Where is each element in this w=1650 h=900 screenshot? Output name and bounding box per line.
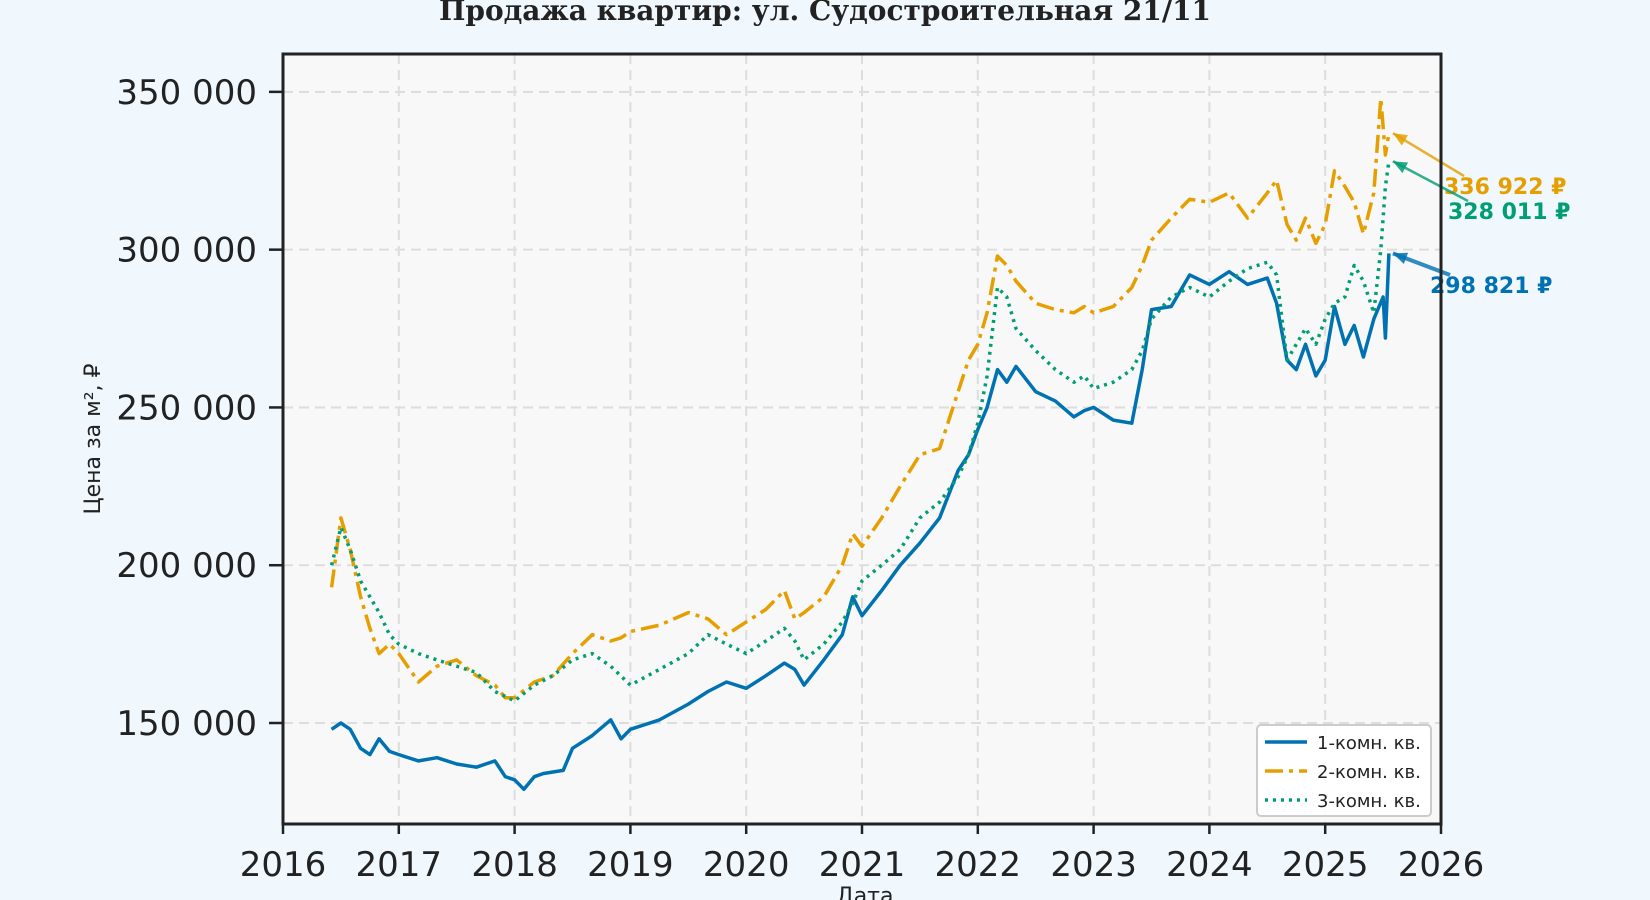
y-tick-label: 150 000 xyxy=(116,704,257,744)
x-tick-label: 2019 xyxy=(587,845,674,885)
y-axis-ticks: 150 000 200 000 250 000 300 000 350 000 xyxy=(116,73,283,744)
annotation-arrowhead xyxy=(1392,252,1409,264)
x-tick-label: 2022 xyxy=(935,845,1022,885)
x-tick-label: 2024 xyxy=(1166,845,1253,885)
legend-box xyxy=(1256,724,1432,817)
series-line-3 xyxy=(329,161,1391,703)
x-tick-label: 2023 xyxy=(1050,845,1137,885)
x-axis-ticks: 2016 2017 2018 2019 2020 2021 2022 2023 2024 2025… xyxy=(240,824,1485,885)
annotation-label: 336 922 ₽ xyxy=(1444,175,1566,200)
y-tick-label: 350 000 xyxy=(116,73,257,113)
annotation-label: 298 821 ₽ xyxy=(1430,274,1552,299)
annotation-arrow xyxy=(1392,160,1469,203)
x-tick-label: 2020 xyxy=(703,845,790,885)
series-group xyxy=(329,96,1391,792)
x-axis-label: Дата xyxy=(837,884,894,900)
y-tick-label: 200 000 xyxy=(116,546,257,586)
y-axis-label: Цена за м², ₽ xyxy=(81,363,106,514)
chart-title: Продажа квартир: ул. Судостроительная 21… xyxy=(439,0,1211,27)
legend-label: 2-комн. кв. xyxy=(1317,762,1421,783)
annotations-group: 336 922 ₽328 011 ₽ 298 821 ₽ xyxy=(1392,132,1570,299)
x-tick-label: 2017 xyxy=(356,845,443,885)
series-line-2 xyxy=(329,96,1391,700)
series-line-1 xyxy=(330,253,1391,792)
annotation-arrowhead xyxy=(1392,133,1408,146)
legend-label: 3-комн. кв. xyxy=(1317,791,1421,812)
x-tick-label: 2021 xyxy=(819,845,906,885)
annotation-arrowhead xyxy=(1392,161,1409,174)
annotation-label: 328 011 ₽ xyxy=(1448,200,1570,225)
x-tick-label: 2026 xyxy=(1398,845,1485,885)
x-tick-label: 2025 xyxy=(1282,845,1369,885)
legend: 1-комн. кв. 2-комн. кв. 3-комн. кв. xyxy=(1256,724,1432,817)
x-tick-label: 2016 xyxy=(240,845,327,885)
y-tick-label: 300 000 xyxy=(116,231,257,271)
y-tick-label: 250 000 xyxy=(116,388,257,428)
legend-label: 1-комн. кв. xyxy=(1317,733,1421,754)
x-tick-label: 2018 xyxy=(471,845,558,885)
